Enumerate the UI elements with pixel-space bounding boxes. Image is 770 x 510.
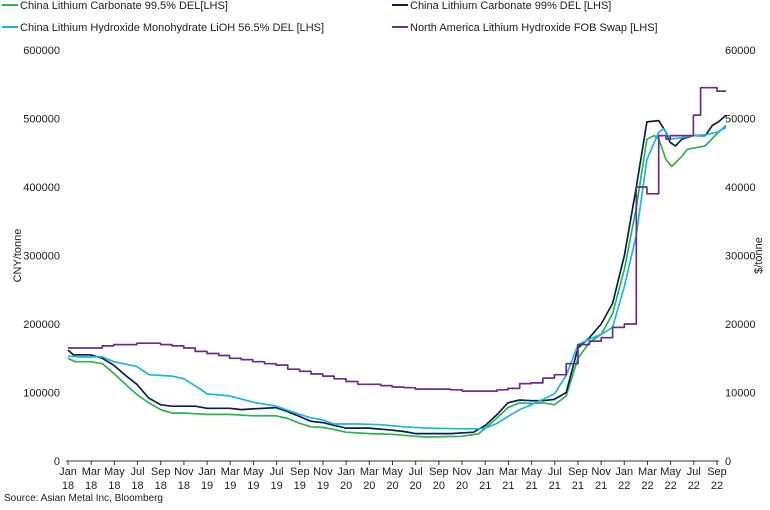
x-tick-year-label: 18 <box>131 480 143 492</box>
y-right-axis-title: $/tonne <box>753 237 765 274</box>
x-tick-month-label: Jan <box>476 466 494 478</box>
x-tick-year-label: 22 <box>711 480 723 492</box>
x-tick-month-label: May <box>243 466 264 478</box>
y-right-tick-label: 60000 <box>725 45 756 57</box>
x-tick-month-label: Sep <box>151 466 171 478</box>
x-tick-month-label: Nov <box>174 466 194 478</box>
x-tick-year-label: 22 <box>688 480 700 492</box>
legend-label: China Lithium Hydroxide Monohydrate LiOH… <box>20 22 325 34</box>
y-left-tick-label: 200000 <box>23 319 60 331</box>
x-tick-month-label: Mar <box>360 466 379 478</box>
x-tick-month-label: Jul <box>131 466 145 478</box>
x-tick-year-label: 21 <box>595 480 607 492</box>
x-tick-month-label: Sep <box>568 466 588 478</box>
x-tick-month-label: Mar <box>499 466 518 478</box>
x-tick-month-label: Jan <box>59 466 77 478</box>
x-tick-month-label: May <box>521 466 542 478</box>
legend-label: China Lithium Carbonate 99% DEL [LHS] <box>410 0 612 12</box>
legend-item-carbonate-99: China Lithium Carbonate 99% DEL [LHS] <box>392 0 611 13</box>
legend-label: China Lithium Carbonate 99.5% DEL[LHS] <box>20 0 228 12</box>
y-right-tick-label: 50000 <box>725 114 756 126</box>
x-tick-year-label: 20 <box>410 480 422 492</box>
x-tick-year-label: 18 <box>85 480 97 492</box>
x-tick-year-label: 22 <box>665 480 677 492</box>
legend-swatch <box>2 26 18 29</box>
x-tick-month-label: Jul <box>270 466 284 478</box>
y-right-tick-label: 40000 <box>725 182 756 194</box>
x-tick-month-label: Mar <box>221 466 240 478</box>
y-left-tick-label: 600000 <box>23 45 60 57</box>
legend-label: North America Lithium Hydroxide FOB Swap… <box>410 22 658 34</box>
x-tick-month-label: May <box>104 466 125 478</box>
x-tick-year-label: 20 <box>340 480 352 492</box>
x-tick-month-label: May <box>382 466 403 478</box>
x-tick-month-label: Jan <box>615 466 633 478</box>
x-tick-year-label: 19 <box>224 480 236 492</box>
x-tick-year-label: 20 <box>363 480 375 492</box>
legend-item-hydroxide-cn: China Lithium Hydroxide Monohydrate LiOH… <box>2 22 324 35</box>
legend-swatch <box>2 4 18 7</box>
x-tick-month-label: Jan <box>198 466 216 478</box>
x-tick-year-label: 19 <box>247 480 259 492</box>
legend-item-carbonate-995: China Lithium Carbonate 99.5% DEL[LHS] <box>2 0 228 13</box>
y-left-tick-label: 300000 <box>23 251 60 263</box>
y-left-tick-label: 100000 <box>23 388 60 400</box>
x-tick-month-label: Sep <box>707 466 727 478</box>
source-note: Source: Asian Metal Inc, Bloomberg <box>4 493 163 504</box>
y-right-tick-label: 20000 <box>725 319 756 331</box>
x-tick-year-label: 21 <box>572 480 584 492</box>
x-tick-month-label: Nov <box>591 466 611 478</box>
x-tick-year-label: 21 <box>525 480 537 492</box>
x-tick-month-label: Nov <box>452 466 472 478</box>
series-line-1 <box>67 114 727 435</box>
series-line-0 <box>67 124 727 438</box>
x-tick-year-label: 18 <box>62 480 74 492</box>
x-tick-month-label: Sep <box>290 466 310 478</box>
legend-item-hydroxide-na: North America Lithium Hydroxide FOB Swap… <box>392 22 658 35</box>
x-tick-year-label: 21 <box>549 480 561 492</box>
legend-swatch <box>392 26 408 29</box>
y-right-tick-label: 0 <box>725 456 731 468</box>
x-tick-year-label: 20 <box>386 480 398 492</box>
x-tick-month-label: Jul <box>548 466 562 478</box>
x-tick-year-label: 21 <box>502 480 514 492</box>
x-tick-year-label: 21 <box>479 480 491 492</box>
x-tick-year-label: 18 <box>178 480 190 492</box>
x-tick-year-label: 22 <box>641 480 653 492</box>
x-tick-month-label: Jul <box>687 466 701 478</box>
x-tick-year-label: 19 <box>201 480 213 492</box>
y-right-tick-label: 30000 <box>725 251 756 263</box>
y-right-tick-label: 10000 <box>725 388 756 400</box>
y-left-tick-label: 0 <box>54 456 60 468</box>
x-tick-month-label: Jul <box>409 466 423 478</box>
y-left-tick-label: 400000 <box>23 182 60 194</box>
x-tick-year-label: 19 <box>317 480 329 492</box>
x-tick-month-label: May <box>660 466 681 478</box>
x-tick-year-label: 18 <box>108 480 120 492</box>
x-tick-month-label: Mar <box>638 466 657 478</box>
legend-swatch <box>392 4 408 7</box>
x-tick-month-label: Sep <box>429 466 449 478</box>
x-tick-month-label: Mar <box>82 466 101 478</box>
y-left-axis-title: CNY/tonne <box>12 229 24 283</box>
x-tick-year-label: 20 <box>456 480 468 492</box>
series-line-3 <box>68 86 727 392</box>
legend: China Lithium Carbonate 99.5% DEL[LHS] C… <box>0 0 770 40</box>
y-left-tick-label: 500000 <box>23 114 60 126</box>
series-line-2 <box>67 126 727 430</box>
x-tick-month-label: Jan <box>337 466 355 478</box>
x-tick-year-label: 22 <box>618 480 630 492</box>
x-tick-year-label: 20 <box>433 480 445 492</box>
x-tick-year-label: 19 <box>294 480 306 492</box>
x-tick-year-label: 19 <box>270 480 282 492</box>
x-tick-year-label: 18 <box>155 480 167 492</box>
x-tick-month-label: Nov <box>313 466 333 478</box>
